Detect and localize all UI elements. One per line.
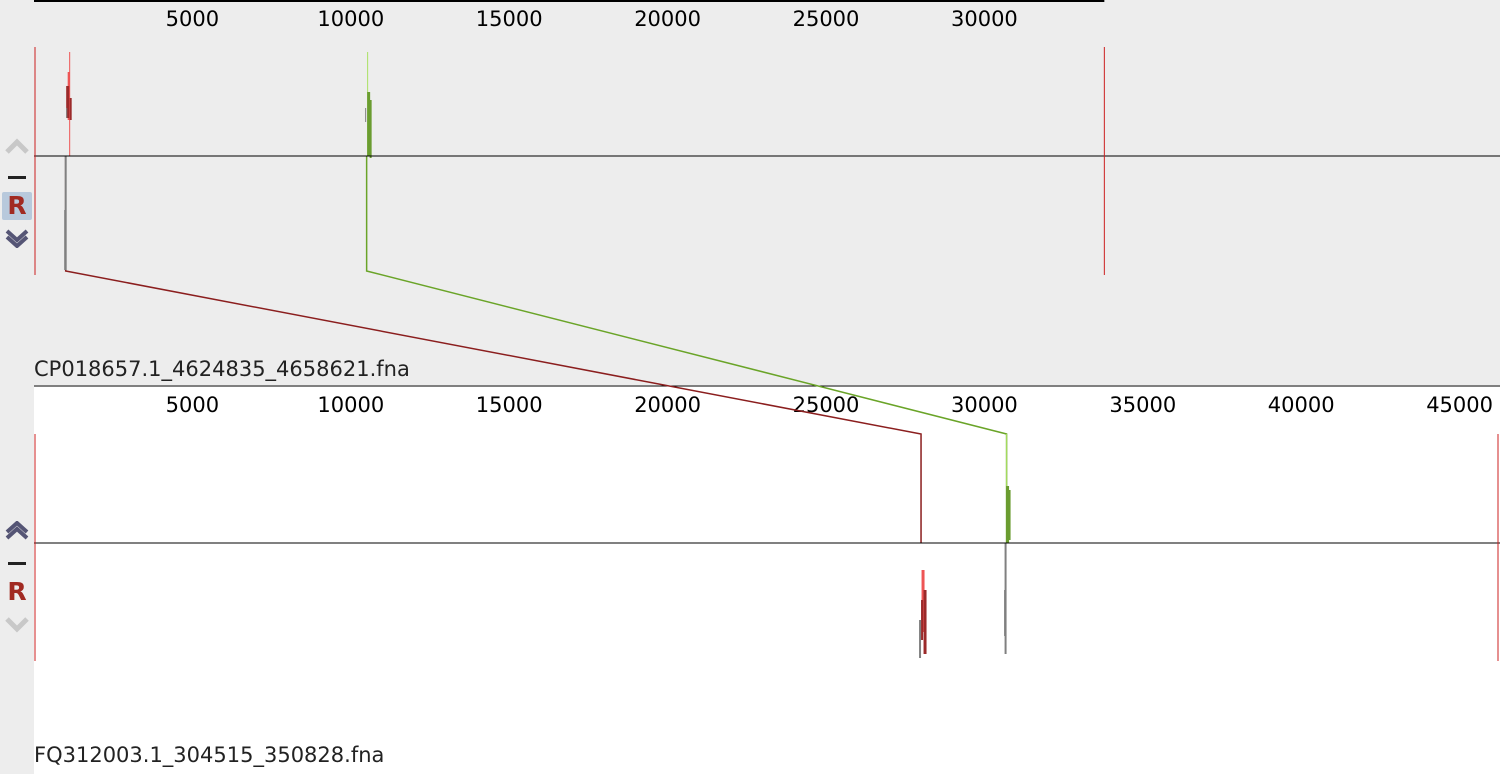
reverse-button-bottom[interactable]: R (0, 578, 34, 606)
reverse-label: R (2, 192, 32, 220)
tick-label: 25000 (793, 393, 860, 417)
tick-label: 15000 (476, 393, 543, 417)
move-down-button-bottom[interactable] (0, 610, 34, 638)
double-chevron-down-icon (5, 229, 29, 248)
tick-label: 5000 (166, 393, 219, 417)
left-gutter-bottom-white (0, 385, 34, 774)
tick-label: 20000 (634, 7, 701, 31)
tick-label: 40000 (1268, 393, 1335, 417)
double-chevron-up-icon (5, 521, 29, 540)
tick-label: 35000 (1109, 393, 1176, 417)
sequence-name-bottom: FQ312003.1_304515_350828.fna (34, 743, 385, 767)
move-up-button-bottom[interactable] (0, 517, 34, 545)
reverse-button-top[interactable]: R (0, 192, 34, 220)
tick-label: 20000 (634, 393, 701, 417)
tick-label: 5000 (166, 7, 219, 31)
move-down-button-top[interactable] (0, 224, 34, 252)
minus-icon (8, 175, 26, 179)
collapse-button-bottom[interactable] (0, 549, 34, 577)
track-axes (34, 47, 1500, 661)
bottom-ruler: 5000 10000 15000 20000 25000 30000 35000 40000 4… (34, 385, 1500, 417)
chevron-up-icon (5, 138, 29, 154)
tick-label: 10000 (317, 393, 384, 417)
tick-label: 30000 (951, 393, 1018, 417)
sequence-name-top: CP018657.1_4624835_4658621.fna (34, 357, 410, 381)
feature-plots[interactable] (64, 52, 1011, 658)
top-panel-background (34, 0, 1500, 385)
move-up-button-top[interactable] (0, 132, 34, 160)
top-ruler: 5000 10000 15000 20000 25000 30000 (166, 7, 1018, 31)
bottom-panel-background (34, 385, 1500, 774)
tick-label: 30000 (951, 7, 1018, 31)
collapse-button-top[interactable] (0, 163, 34, 191)
reverse-label: R (7, 577, 27, 606)
tick-label: 25000 (793, 7, 860, 31)
tick-label: 10000 (317, 7, 384, 31)
tick-label: 45000 (1426, 393, 1493, 417)
top-ruler-background (34, 0, 1105, 2)
chevron-down-icon (5, 617, 29, 633)
minus-icon (8, 561, 26, 565)
tick-label: 15000 (476, 7, 543, 31)
